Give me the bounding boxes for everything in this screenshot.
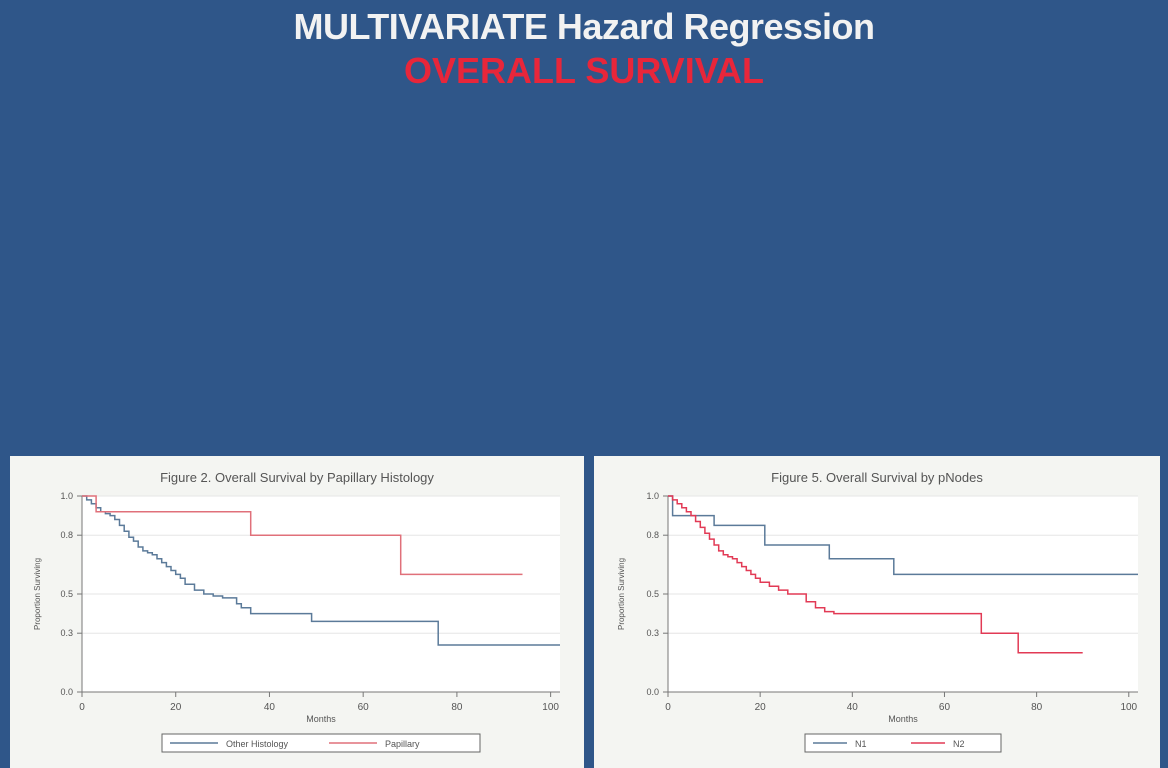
y-tick-label: 0.3: [646, 628, 659, 638]
chart-title: Figure 5. Overall Survival by pNodes: [771, 470, 983, 485]
x-tick-label: 100: [542, 702, 559, 713]
legend: [161, 733, 481, 753]
x-axis-label: Months: [306, 714, 336, 724]
legend-label: Papillary: [385, 739, 420, 749]
x-tick-label: 20: [170, 702, 182, 713]
slide-title: MULTIVARIATE Hazard Regression: [293, 6, 875, 47]
x-tick-label: 0: [665, 702, 671, 713]
y-tick-label: 0.3: [60, 628, 73, 638]
y-tick-label: 0.5: [60, 589, 73, 599]
series-line-n2: [668, 495, 1083, 654]
slide-subtitle: OVERALL SURVIVAL: [403, 50, 765, 91]
x-tick-label: 60: [358, 702, 370, 713]
y-tick-label: 1.0: [646, 491, 659, 501]
x-tick-label: 0: [79, 702, 85, 713]
survival-chart-papillary: Figure 2. Overall Survival by Papillary …: [33, 470, 560, 753]
y-tick-label: 0.8: [646, 530, 659, 540]
legend-label: Other Histology: [226, 739, 289, 749]
x-tick-label: 60: [939, 702, 951, 713]
y-tick-label: 0.0: [646, 687, 659, 697]
x-tick-label: 80: [451, 702, 463, 713]
chart-title: Figure 2. Overall Survival by Papillary …: [160, 470, 434, 485]
y-tick-label: 0.8: [60, 530, 73, 540]
y-tick-label: 0.0: [60, 687, 73, 697]
y-axis-label: Proportion Surviving: [33, 558, 42, 630]
chart-panel-papillary: Figure 2. Overall Survival by Papillary …: [10, 456, 584, 768]
series-line-n1: [668, 495, 1138, 576]
series-line-other-histology: [82, 495, 560, 646]
series-line-papillary: [82, 495, 523, 576]
x-tick-label: 80: [1031, 702, 1043, 713]
legend-label: N2: [953, 739, 965, 749]
x-axis-label: Months: [888, 714, 918, 724]
x-tick-label: 40: [264, 702, 276, 713]
y-tick-label: 0.5: [646, 589, 659, 599]
survival-chart-pnodes: Figure 5. Overall Survival by pNodes 0.0 0…: [617, 470, 1138, 753]
legend-label: N1: [855, 739, 867, 749]
y-tick-label: 1.0: [60, 491, 73, 501]
y-axis-label: Proportion Surviving: [617, 558, 626, 630]
x-tick-label: 40: [847, 702, 859, 713]
x-tick-label: 100: [1120, 702, 1137, 713]
x-tick-label: 20: [755, 702, 767, 713]
legend: [804, 733, 1002, 753]
chart-panel-pnodes: Figure 5. Overall Survival by pNodes 0.0 0…: [594, 456, 1160, 768]
